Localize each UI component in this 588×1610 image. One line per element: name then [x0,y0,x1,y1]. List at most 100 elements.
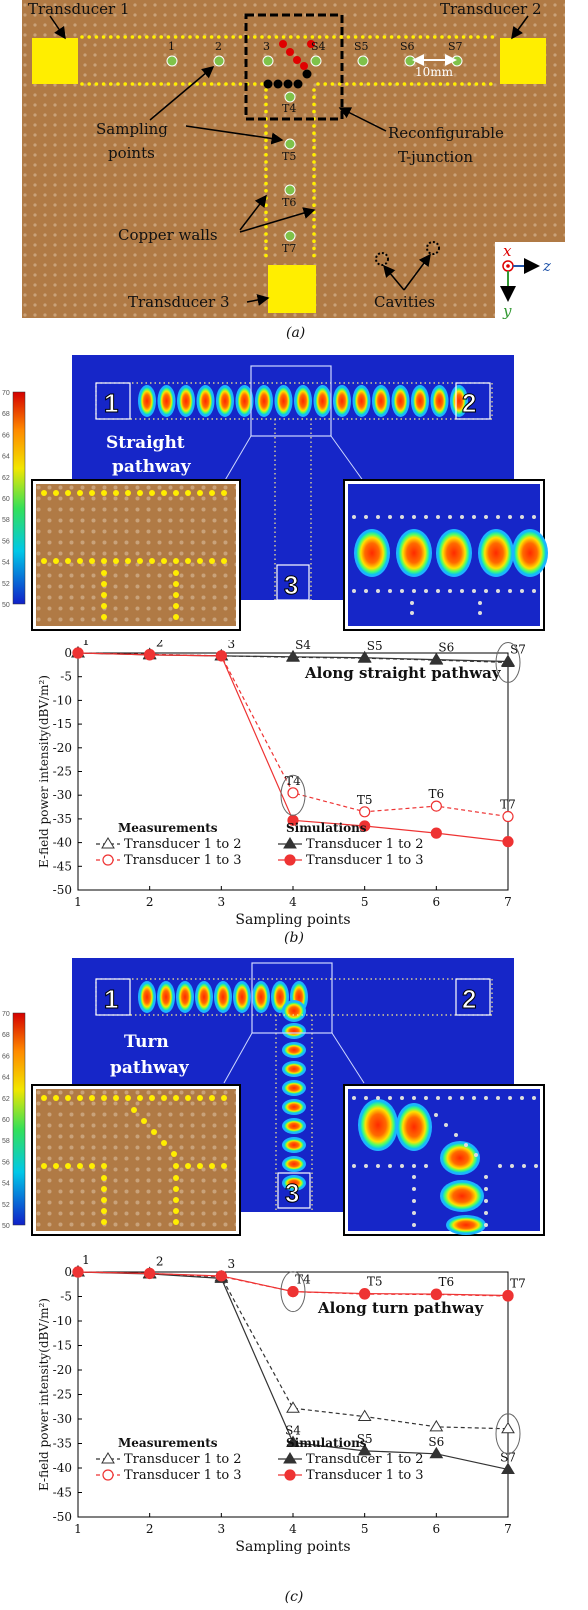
port-b-2: 2 [462,388,476,418]
colorbar-tick: 50 [2,602,10,609]
port-c-3: 3 [285,1178,299,1208]
point-label: S5 [367,640,383,653]
point-label: 1 [82,640,90,648]
colorbar-tick: 54 [2,560,10,567]
colorbar-tick: 60 [2,496,10,503]
legend-entry: Transducer 1 to 2 [124,837,242,852]
axis-label-y: y [502,302,512,320]
x-tick-label: 1 [74,895,82,909]
legend-entry: Transducer 1 to 3 [124,1468,242,1483]
black-posts [263,69,312,89]
x-tick-label: 1 [74,1522,82,1536]
colorbar-tick: 58 [2,1138,10,1145]
pathway-c-line2: pathway [110,1058,190,1078]
port-c-2: 2 [462,984,476,1014]
colorbar-tick: 66 [2,1053,10,1060]
y-tick-label: -15 [53,1339,72,1353]
y-tick-label: -20 [53,741,72,755]
reconfigurable-box [244,13,344,121]
chart-b: 0-5-10-15-20-25-30-35-40-45-501 2 3 4 5 6 7Sam… [37,640,526,945]
data-point [215,650,227,662]
point-label-s5: S5 [354,40,369,53]
data-point [430,827,442,839]
axis-label-x: x [503,242,512,260]
cavity-1 [375,252,389,266]
data-point [72,647,84,659]
sampling-points-v [284,91,296,242]
point-label-3: 3 [263,40,270,53]
colorbar-tick: 60 [2,1117,10,1124]
label-reconfigurable: Reconfigurable [388,124,504,142]
data-point [429,1419,444,1432]
data-point [502,1289,514,1302]
colorbar-tick: 68 [2,1032,10,1039]
colorbar-b [12,391,26,605]
legend-marker [283,837,297,849]
colorbar-tick: 56 [2,538,10,545]
legend-marker [101,1452,115,1464]
data-point [357,650,372,663]
y-tick-label: 0 [64,646,72,660]
point-label-1: 1 [168,40,175,53]
x-tick-label: 3 [218,895,226,909]
data-point [501,1421,515,1434]
point-label: S4 [285,1424,301,1438]
point-label: T6 [439,1275,455,1289]
data-point [287,787,299,799]
data-point [501,654,515,667]
pathway-b-line2: pathway [112,457,192,477]
legend-entry: Transducer 1 to 3 [306,853,424,868]
label-transducer-3: Transducer 3 [128,293,230,311]
legend-marker [102,1469,114,1481]
point-label: T4 [295,1273,311,1287]
label-copper-walls: Copper walls [118,226,218,244]
legend-marker [283,1452,297,1464]
port-c-1: 1 [104,984,118,1014]
x-tick-label: 3 [218,1522,226,1536]
legend-marker [102,854,114,866]
colorbar-tick: 56 [2,1159,10,1166]
x-axis-label: Sampling points [235,912,350,928]
colorbar-tick: 52 [2,1202,10,1209]
legend-marker [101,837,115,849]
y-tick-label: 0 [64,1265,72,1279]
colorbar-tick: 58 [2,517,10,524]
label-sampling: Sampling [96,120,168,138]
x-axis-label: Sampling points [235,1539,350,1555]
panel-c-field: 70 68 66 64 62 60 58 56 54 52 50 1 2 3 Turn pathwa… [2,958,545,1236]
data-point [430,800,442,812]
point-label: T5 [367,1275,383,1289]
label-transducer-2: Transducer 2 [440,0,542,18]
y-tick-label: -20 [53,1363,72,1377]
point-label: 1 [82,1255,90,1267]
legend-entry: Transducer 1 to 2 [306,1452,424,1467]
label-t-junction: T-junction [398,148,473,166]
inset-c-geometry [36,1089,236,1231]
panel-a-layout: 1 2 3 S4 S5 S6 S7 T4 T5 T6 T7 10mm Trans… [22,0,565,341]
label-points: points [108,144,155,162]
y-tick-label: -35 [53,1437,72,1451]
cavity-2 [426,241,440,255]
x-tick-label: 2 [146,1522,154,1536]
copper-walls-dots [80,35,495,258]
axis-label-z: z [542,257,551,275]
point-label: 3 [228,1257,236,1271]
legend-entry: Transducer 1 to 2 [124,1452,242,1467]
data-point [144,649,156,661]
colorbar-tick: 52 [2,581,10,588]
data-point [359,820,371,832]
panel-caption: (b) [284,930,304,945]
colorbar-tick: 64 [2,454,10,461]
y-tick-label: -5 [60,670,72,684]
point-label: T5 [357,793,373,807]
x-tick-label: 6 [433,895,441,909]
spacing-label: 10mm [415,65,454,79]
point-label: S6 [428,1435,444,1449]
y-tick-label: -30 [53,1412,72,1426]
x-tick-label: 5 [361,1522,369,1536]
colorbar-c [12,1012,26,1226]
transducer-3-pad [268,265,316,313]
x-tick-label: 6 [433,1522,441,1536]
y-tick-label: -45 [53,859,72,873]
y-tick-label: -45 [53,1486,72,1500]
